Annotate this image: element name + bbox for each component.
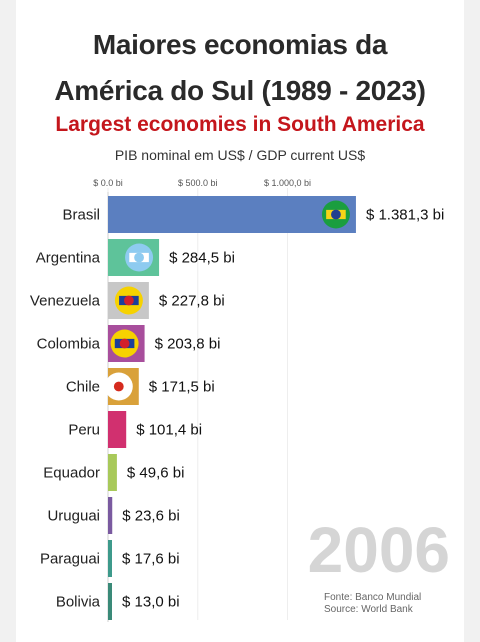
category-label: Peru xyxy=(68,422,100,439)
category-label: Venezuela xyxy=(30,293,101,310)
category-label: Chile xyxy=(66,379,100,396)
value-label: $ 1.381,3 bi xyxy=(366,207,444,224)
value-label: $ 17,6 bi xyxy=(122,551,180,568)
left-margin xyxy=(0,0,16,642)
value-label: $ 203,8 bi xyxy=(155,336,221,353)
value-label: $ 13,0 bi xyxy=(122,594,180,611)
right-margin xyxy=(464,0,480,642)
value-label: $ 171,5 bi xyxy=(149,379,215,396)
flag-marker-center xyxy=(119,338,130,349)
category-label: Colombia xyxy=(37,336,101,353)
source-label-en: Source: World Bank xyxy=(324,604,414,615)
category-label: Brasil xyxy=(62,207,100,224)
title-line-2: América do Sul (1989 - 2023) xyxy=(54,75,426,106)
category-label: Paraguai xyxy=(40,551,100,568)
x-tick-label: $ 1.000,0 bi xyxy=(264,178,311,188)
x-tick-label: $ 0.0 bi xyxy=(93,178,123,188)
chart-title: Maiores economias da América do Sul (198… xyxy=(16,22,464,114)
x-tick-label: $ 500.0 bi xyxy=(178,178,218,188)
value-label: $ 101,4 bi xyxy=(136,422,202,439)
bar xyxy=(108,454,117,491)
flag-marker-center xyxy=(113,381,124,392)
bar xyxy=(108,196,356,233)
flag-marker-center xyxy=(134,252,144,263)
bar xyxy=(108,411,127,448)
flag-marker-center xyxy=(331,209,341,220)
chart-subtitle: Largest economies in South America xyxy=(55,113,425,136)
unit-label: PIB nominal em US$ / GDP current US$ xyxy=(114,147,366,163)
source-label-pt: Fonte: Banco Mundial xyxy=(324,592,421,603)
flag-marker-center xyxy=(123,295,134,306)
value-label: $ 49,6 bi xyxy=(127,465,185,482)
category-label: Bolivia xyxy=(56,594,101,611)
value-label: $ 23,6 bi xyxy=(122,508,180,525)
year-label: 2006 xyxy=(308,514,450,586)
bar xyxy=(108,497,113,534)
value-label: $ 227,8 bi xyxy=(159,293,225,310)
bar xyxy=(108,583,112,620)
title-line-1: Maiores economias da xyxy=(92,29,388,60)
value-label: $ 284,5 bi xyxy=(169,250,235,267)
category-label: Uruguai xyxy=(47,508,100,525)
category-label: Equador xyxy=(43,465,100,482)
category-label: Argentina xyxy=(36,250,101,267)
bar xyxy=(108,540,112,577)
